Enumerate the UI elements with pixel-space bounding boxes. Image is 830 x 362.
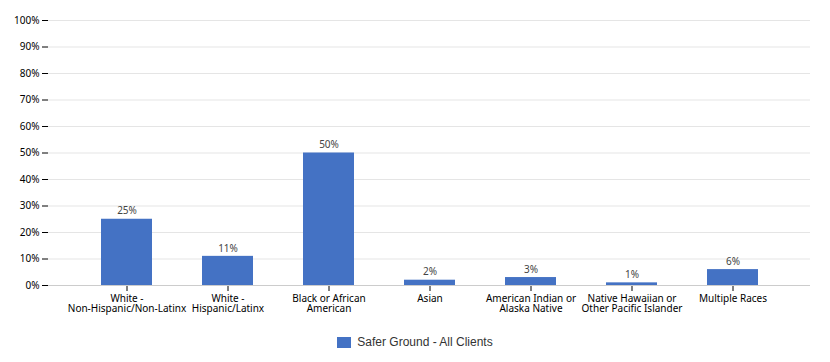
svg-text:70%: 70% [20,92,40,106]
svg-text:100%: 100% [14,13,39,27]
html-text:Safer Ground - All Clients: Safer Ground - All Clients [357,335,493,349]
svg-text:White -Non-Hispanic/Non-Latinx: White -Non-Hispanic/Non-Latinx [68,291,187,315]
svg-text:Asian: Asian [417,291,443,305]
svg-text:50%: 50% [319,137,339,151]
svg-text:American Indian orAlaska Nativ: American Indian orAlaska Native [486,291,576,315]
svg-text:0%: 0% [25,278,39,292]
svg-text:Multiple Races: Multiple Races [699,291,767,305]
svg-text:20%: 20% [20,225,40,239]
svg-text:10%: 10% [20,251,40,265]
svg-text:Black or AfricanAmerican: Black or AfricanAmerican [292,291,365,315]
svg-text:60%: 60% [20,119,40,133]
svg-text:Native Hawaiian orOther Pacifi: Native Hawaiian orOther Pacific Islander [582,291,683,315]
svg-text:25%: 25% [117,203,137,217]
svg-text:80%: 80% [20,66,40,80]
svg-text:3%: 3% [524,262,538,276]
svg-text:11%: 11% [218,241,238,255]
svg-text:6%: 6% [726,254,740,268]
svg-text:White -Hispanic/Latinx: White -Hispanic/Latinx [192,291,265,315]
svg-text:1%: 1% [625,267,639,281]
svg-text:90%: 90% [20,39,40,53]
svg-text:50%: 50% [20,145,40,159]
svg-text:30%: 30% [20,198,40,212]
svg-text:2%: 2% [423,264,437,278]
svg-text:40%: 40% [20,172,40,186]
